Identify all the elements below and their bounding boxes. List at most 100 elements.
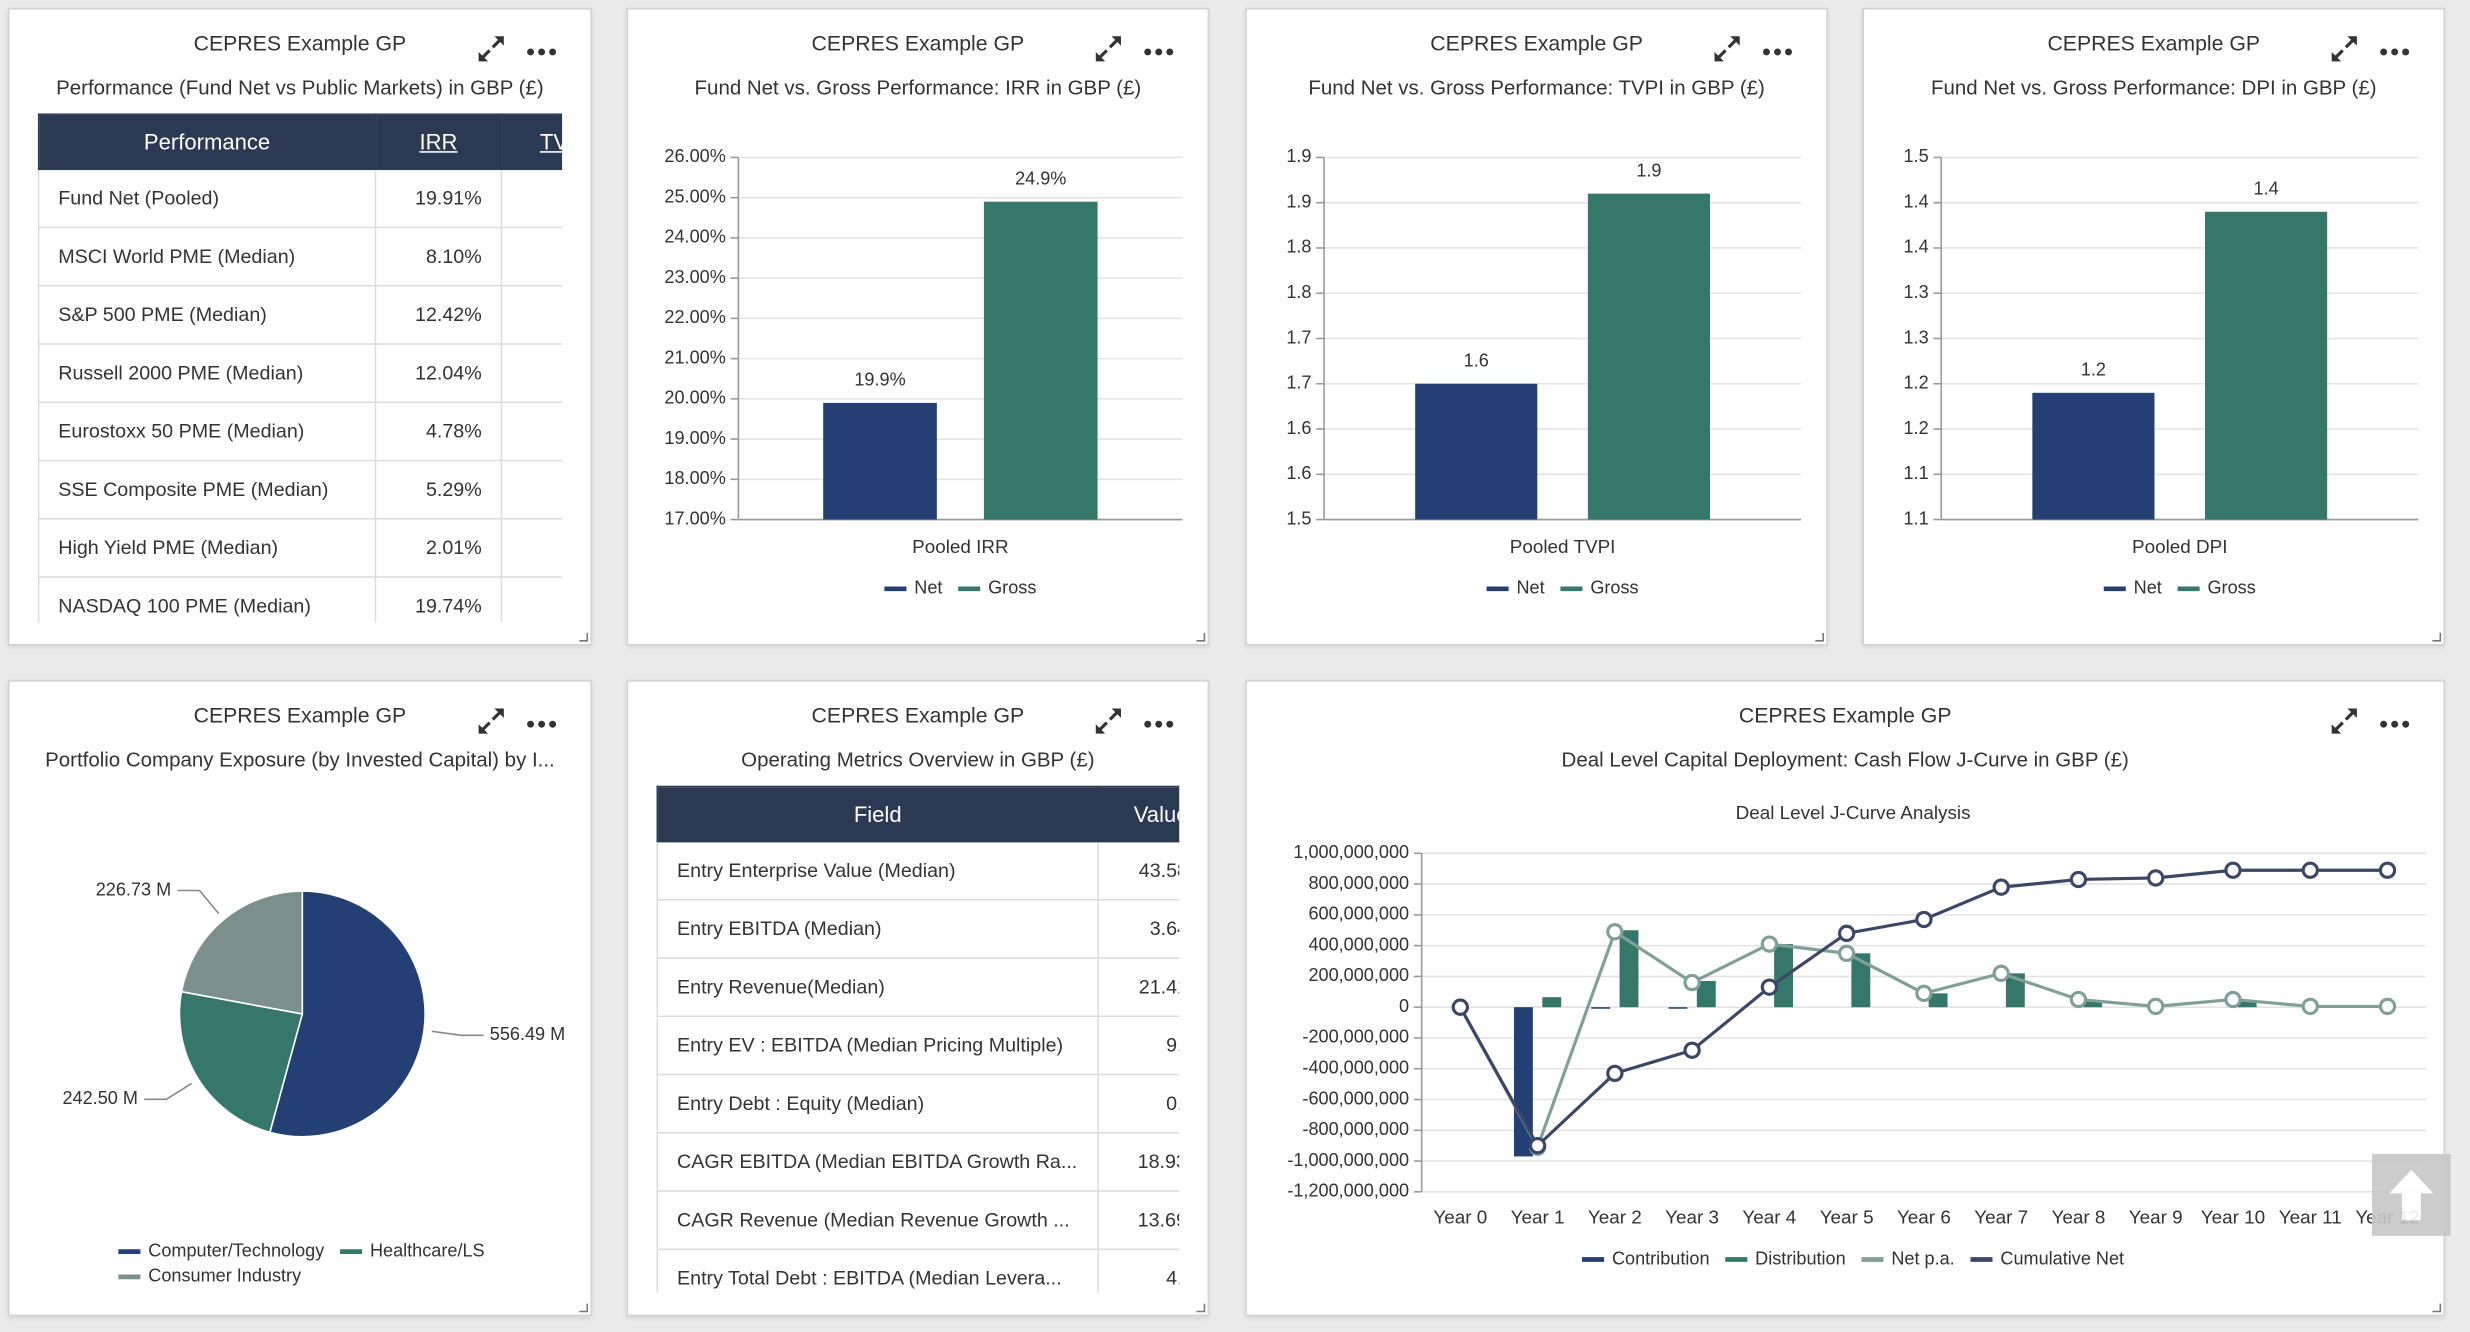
table-cell: Russell 2000 PME (Median) — [37, 343, 377, 404]
expand-icon[interactable] — [1095, 36, 1121, 62]
panel-title: Operating Metrics Overview in GBP (£) — [741, 747, 1095, 772]
table-row: NASDAQ 100 PME (Median)19.74%2.10 — [37, 576, 563, 622]
resize-corner — [2432, 632, 2442, 642]
chart: Deal Level J-Curve Analysis -1,200,000,00… — [1287, 803, 2427, 1268]
slice-label: 226.73 M — [96, 879, 171, 899]
y-tick-label: 1.2 — [1903, 418, 1928, 438]
panel-header: CEPRES Example GP — [1738, 703, 1952, 728]
menu-dot — [1155, 720, 1163, 728]
table-row: S&P 500 PME (Median)12.42%1.65 — [37, 284, 563, 345]
panel-header: CEPRES Example GP — [1430, 31, 1643, 56]
pie-slice — [178, 990, 304, 1134]
chart-panel: 556.49 M 242.50 M 226.73 M Computer/Technol… — [7, 680, 592, 1317]
expand-arrow — [1097, 38, 1119, 60]
expand-icon[interactable] — [1714, 36, 1740, 62]
line-marker — [1760, 978, 1779, 996]
scroll-top-button[interactable] — [2372, 1154, 2451, 1236]
x-tick-label: Pooled DPI — [2132, 537, 2227, 558]
bar — [2005, 973, 2025, 1008]
bar — [2205, 211, 2328, 520]
table-cell: S&P 500 PME (Median) — [37, 284, 377, 345]
y-tick-label: 22.00% — [664, 307, 725, 327]
menu-dot — [2380, 48, 2388, 56]
column-header: Performance — [37, 113, 377, 171]
y-tick-label: -400,000,000 — [1302, 1058, 1409, 1078]
expand-head — [1095, 708, 1121, 734]
menu-icon[interactable] — [2380, 720, 2410, 728]
table-cell: 4.78% — [374, 401, 503, 462]
y-tick-label: 1.6 — [1286, 463, 1311, 483]
menu-dot — [527, 720, 535, 728]
pie-slice — [268, 890, 426, 1138]
expand-head — [1095, 36, 1121, 62]
expand-icon[interactable] — [478, 36, 504, 62]
table-cell: High Yield PME (Median) — [37, 517, 377, 578]
table-row: MSCI World PME (Median)8.10%1.40 — [37, 226, 563, 287]
legend-label: Net — [1517, 578, 1545, 598]
y-tick-label: 17.00% — [664, 508, 725, 528]
menu-dot — [1166, 48, 1174, 56]
menu-dot — [2402, 720, 2410, 728]
expand-arrow — [1716, 38, 1738, 60]
y-tick-label: 1.3 — [1903, 327, 1928, 347]
bar — [1696, 981, 1716, 1008]
panel-icons — [2331, 36, 2442, 642]
chart-panel: Deal Level J-Curve Analysis -1,200,000,00… — [1245, 680, 2446, 1317]
legend-label: Distribution — [1755, 1248, 1846, 1268]
bar — [1619, 930, 1639, 1008]
legend-label: Consumer Industry — [148, 1266, 302, 1286]
y-tick-label: 1.2 — [1903, 373, 1928, 393]
bar — [983, 201, 1098, 520]
y-tick-label: 1.1 — [1903, 508, 1928, 528]
menu-icon[interactable] — [1144, 720, 1174, 728]
expand-icon[interactable] — [478, 708, 504, 734]
menu-icon[interactable] — [2380, 48, 2410, 56]
table-cell: NASDAQ 100 PME (Median) — [37, 576, 377, 622]
table-scroll: FieldValueEntry Enterprise Value (Median… — [656, 785, 1180, 1293]
line-marker — [1760, 935, 1779, 953]
menu-dot — [1763, 48, 1770, 56]
header-row: FieldValue — [656, 785, 1180, 843]
y-tick-label: 1.3 — [1903, 282, 1928, 302]
expand-icon[interactable] — [2331, 708, 2357, 734]
y-tick-label: 1,000,000,000 — [1293, 842, 1409, 862]
table-cell: 1.23 — [500, 401, 563, 462]
table-row: Entry EV : EBITDA (Median Pricing Multip… — [656, 1015, 1180, 1076]
legend-label: Net — [2134, 578, 2162, 598]
menu-icon[interactable] — [1763, 48, 1792, 56]
value-label: 1.4 — [2254, 178, 2279, 198]
line-marker — [2378, 861, 2397, 879]
y-tick-label: 1.7 — [1286, 373, 1311, 393]
x-tick-label: Year 2 — [1588, 1208, 1642, 1229]
legend-label: Net p.a. — [1891, 1248, 1954, 1268]
legend-label: Cumulative Net — [2000, 1248, 2124, 1268]
line-marker — [2069, 870, 2088, 889]
y-tick-label: 1.6 — [1286, 418, 1311, 438]
slice-label: 242.50 M — [63, 1088, 138, 1108]
bar — [1415, 383, 1538, 520]
table-cell: 9.86 — [1097, 1015, 1180, 1076]
value-label: 19.9% — [854, 370, 905, 390]
bar — [1668, 1007, 1688, 1009]
expand-icon[interactable] — [1095, 708, 1121, 734]
y-tick-label: 18.00% — [664, 468, 725, 488]
table-cell: 12.04% — [374, 343, 503, 404]
menu-dot — [1774, 48, 1781, 56]
menu-icon[interactable] — [527, 48, 557, 56]
line-marker — [1915, 910, 1933, 929]
header-row: PerformanceIRRTVPI — [37, 113, 563, 171]
expand-arrow — [480, 710, 502, 732]
y-tick-label: -800,000,000 — [1302, 1119, 1409, 1139]
chart-panel: 1.1 1.1 1.2 1.2 1.3 1.3 1.4 1.4 1.5 1.2 1.4 Pooled … — [1862, 7, 2446, 646]
panel-header: CEPRES Example GP — [811, 31, 1025, 56]
menu-icon[interactable] — [527, 720, 557, 728]
line-marker — [1683, 1041, 1701, 1059]
value-label: 1.2 — [2081, 360, 2106, 380]
panel-title: Performance (Fund Net vs Public Markets)… — [56, 75, 544, 100]
line-marker — [1992, 964, 2010, 982]
expand-icon[interactable] — [2331, 36, 2357, 62]
bar — [1587, 193, 1710, 520]
y-tick-label: 21.00% — [664, 347, 725, 367]
menu-icon[interactable] — [1144, 48, 1174, 56]
bar — [2032, 392, 2155, 520]
